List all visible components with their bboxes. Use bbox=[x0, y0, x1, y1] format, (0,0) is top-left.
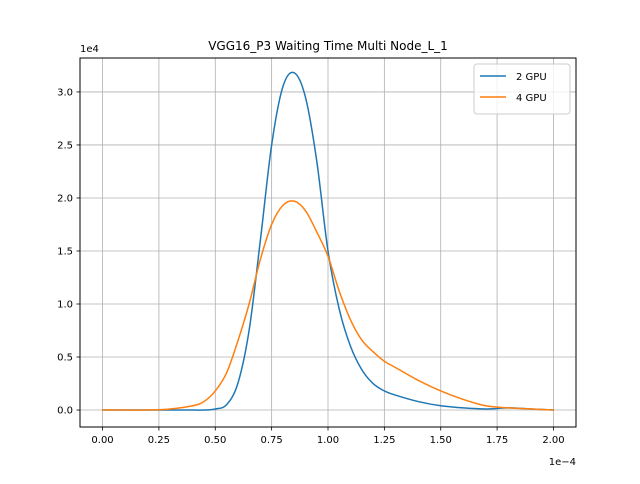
y-tick-label: 2.5 bbox=[57, 140, 73, 151]
legend-label: 4 GPU bbox=[516, 93, 547, 104]
x-tick-label: 0.25 bbox=[148, 435, 170, 446]
x-tick-label: 2.00 bbox=[542, 435, 564, 446]
x-tick-label: 0.00 bbox=[91, 435, 113, 446]
x-axis-offset-label: 1e−4 bbox=[549, 457, 576, 468]
y-tick-label: 1.5 bbox=[57, 246, 73, 257]
grid bbox=[80, 58, 576, 427]
chart-title: VGG16_P3 Waiting Time Multi Node_L_1 bbox=[208, 39, 448, 53]
legend-label: 2 GPU bbox=[516, 72, 547, 83]
y-tick-label: 0.0 bbox=[57, 406, 73, 417]
x-tick-label: 1.50 bbox=[430, 435, 452, 446]
x-tick-label: 1.00 bbox=[317, 435, 339, 446]
y-tick-label: 2.0 bbox=[57, 193, 73, 204]
legend: 2 GPU 4 GPU bbox=[473, 63, 571, 115]
x-tick-label: 1.75 bbox=[486, 435, 508, 446]
x-tick-label: 0.50 bbox=[204, 435, 226, 446]
series-line-1 bbox=[101, 71, 555, 411]
x-axis-ticks: 0.00 0.25 0.50 0.75 1.00 1.25 1.50 1.75 2.00 bbox=[91, 427, 565, 446]
y-tick-label: 1.0 bbox=[57, 300, 73, 311]
x-tick-label: 0.75 bbox=[261, 435, 283, 446]
y-axis-ticks: 0.0 0.5 1.0 1.5 2.0 2.5 3.0 bbox=[57, 87, 80, 417]
plot-series bbox=[101, 71, 555, 411]
series-line-2 bbox=[101, 200, 555, 411]
y-axis-offset-label: 1e4 bbox=[80, 44, 99, 55]
y-tick-label: 3.0 bbox=[57, 87, 73, 98]
x-tick-label: 1.25 bbox=[373, 435, 395, 446]
y-tick-label: 0.5 bbox=[57, 353, 73, 364]
